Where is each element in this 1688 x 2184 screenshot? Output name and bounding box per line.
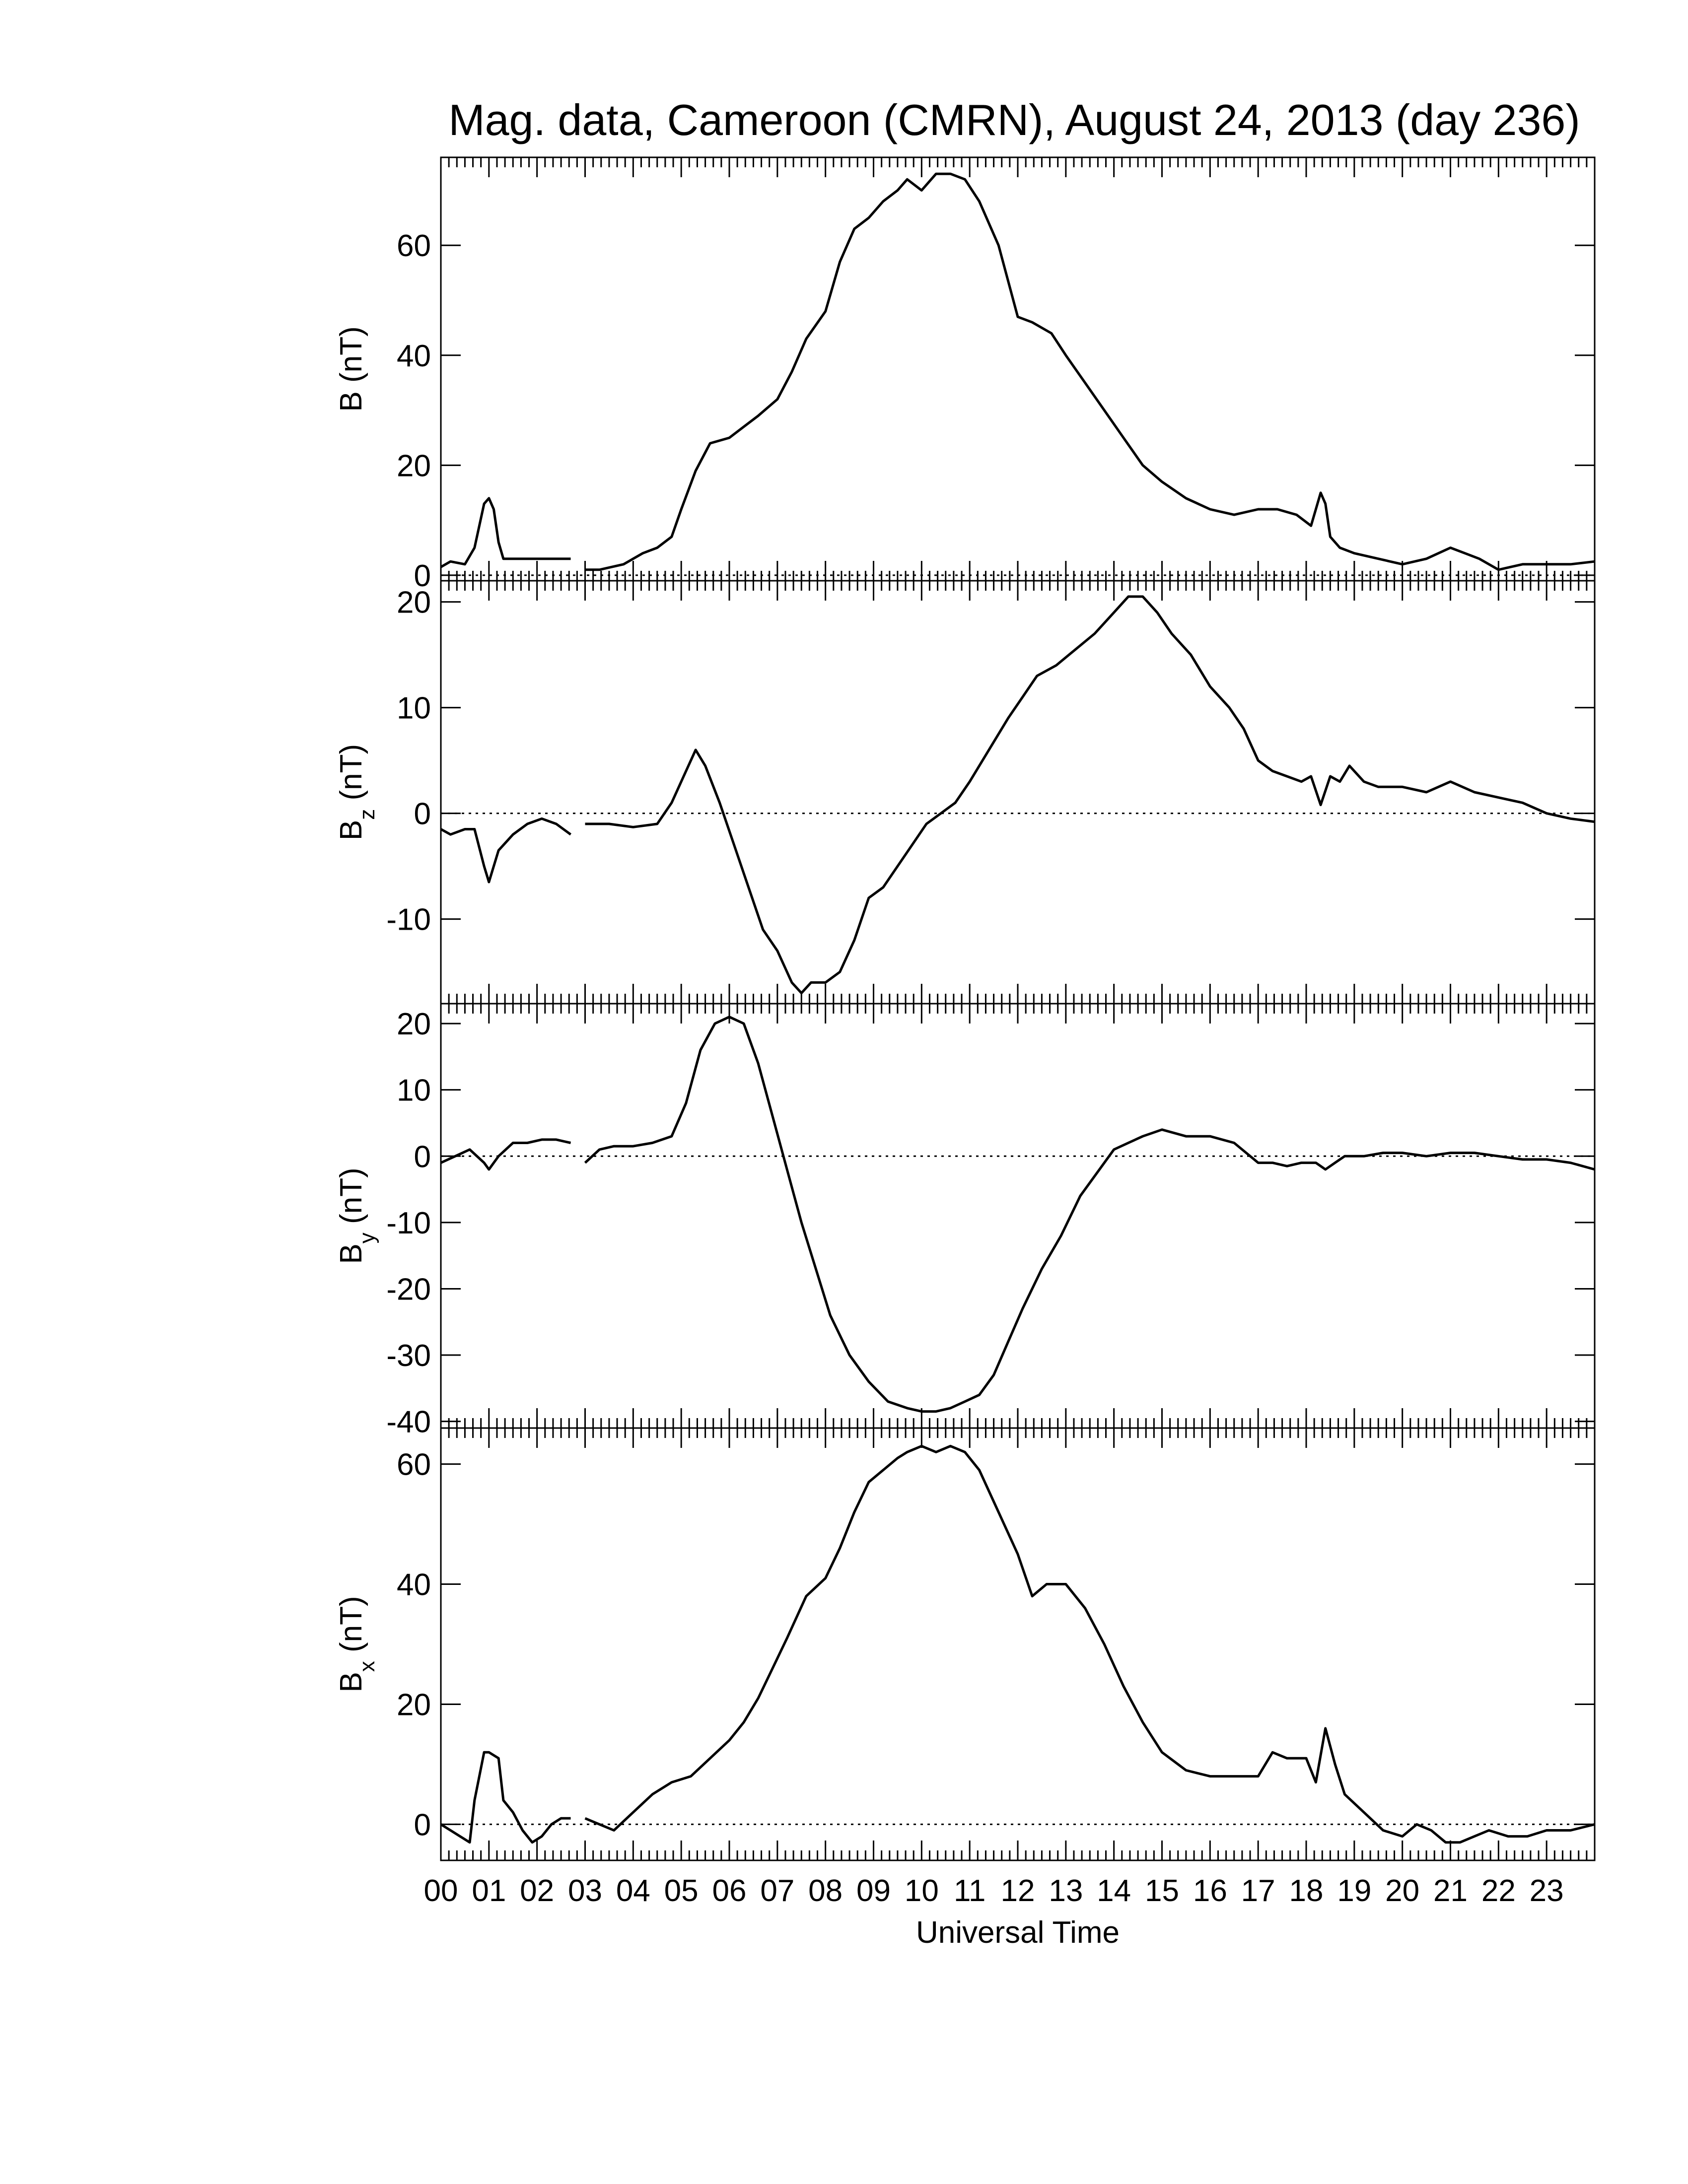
x-tick-label: 16 — [1193, 1874, 1227, 1908]
x-tick-label: 15 — [1145, 1874, 1179, 1908]
x-tick-label: 04 — [616, 1874, 650, 1908]
y-axis-label: By (nT) — [334, 1167, 379, 1264]
y-tick-label: 40 — [397, 1568, 431, 1602]
x-tick-label: 18 — [1289, 1874, 1324, 1908]
x-tick-label: 14 — [1097, 1874, 1131, 1908]
x-tick-label: 01 — [472, 1874, 506, 1908]
data-series-line — [584, 1444, 1595, 1844]
x-tick-label: 07 — [760, 1874, 794, 1908]
x-tick-label: 17 — [1241, 1874, 1275, 1908]
data-series-line — [585, 595, 1595, 995]
y-tick-label: -10 — [386, 1206, 431, 1240]
y-tick-label: 60 — [397, 1448, 431, 1482]
x-tick-label: 13 — [1049, 1874, 1083, 1908]
y-tick-label: -10 — [386, 903, 431, 937]
y-tick-label: 10 — [397, 1074, 431, 1108]
data-series-line — [440, 817, 571, 884]
x-tick-label: 00 — [424, 1874, 458, 1908]
panel-bz: -10 0 10 20 Bz (nT) — [334, 580, 1596, 1005]
y-tick-label: 0 — [414, 1140, 431, 1174]
data-series-line — [584, 1016, 1595, 1413]
x-tick-label: 20 — [1385, 1874, 1419, 1908]
y-axis-label: B (nT) — [334, 326, 368, 411]
data-series-line — [585, 172, 1595, 571]
y-tick-label: 20 — [397, 1688, 431, 1722]
x-axis-label: Universal Time — [916, 1915, 1120, 1950]
x-tick-label: 19 — [1337, 1874, 1371, 1908]
y-tick-label: 10 — [397, 691, 431, 726]
x-tick-label: 21 — [1433, 1874, 1468, 1908]
data-series-line — [440, 1138, 571, 1171]
y-tick-label: 20 — [397, 1007, 431, 1041]
x-tick-label: 23 — [1530, 1874, 1564, 1908]
panel-by: -40 -30 -20 -10 0 10 20 By (nT) — [334, 1003, 1596, 1439]
y-tick-label: 20 — [397, 586, 431, 620]
y-tick-label: 0 — [414, 1808, 431, 1842]
x-tick-label: 02 — [520, 1874, 554, 1908]
x-tick-label: 03 — [568, 1874, 602, 1908]
chart-title: Mag. data, Cameroon (CMRN), August 24, 2… — [448, 95, 1580, 144]
data-series-line — [440, 1751, 571, 1844]
y-tick-label: 60 — [397, 229, 431, 263]
y-tick-label: 40 — [397, 339, 431, 373]
y-tick-label: 20 — [397, 449, 431, 483]
y-tick-label: -30 — [386, 1339, 431, 1373]
y-tick-label: 0 — [414, 797, 431, 831]
panel-bx: 0 20 40 60 Bx (nT) 00 01 02 03 04 05 06 07 08 09 10 11 12… — [334, 1427, 1596, 1908]
x-tick-label: 09 — [856, 1874, 891, 1908]
x-tick-label: 05 — [664, 1874, 699, 1908]
y-tick-label: -20 — [386, 1272, 431, 1306]
y-tick-label: 0 — [414, 559, 431, 593]
x-tick-label: 06 — [712, 1874, 747, 1908]
y-axis-label: Bz (nT) — [334, 744, 379, 840]
data-series-line — [440, 497, 571, 568]
x-tick-label: 11 — [954, 1874, 985, 1908]
y-tick-label: -40 — [386, 1405, 431, 1439]
x-tick-label: 12 — [1001, 1874, 1035, 1908]
x-tick-label: 08 — [808, 1874, 843, 1908]
x-tick-label: 22 — [1481, 1874, 1516, 1908]
panel-b: 0 20 40 60 B (nT) — [334, 156, 1596, 593]
x-tick-label: 10 — [905, 1874, 939, 1908]
y-axis-label: Bx (nT) — [334, 1596, 379, 1692]
